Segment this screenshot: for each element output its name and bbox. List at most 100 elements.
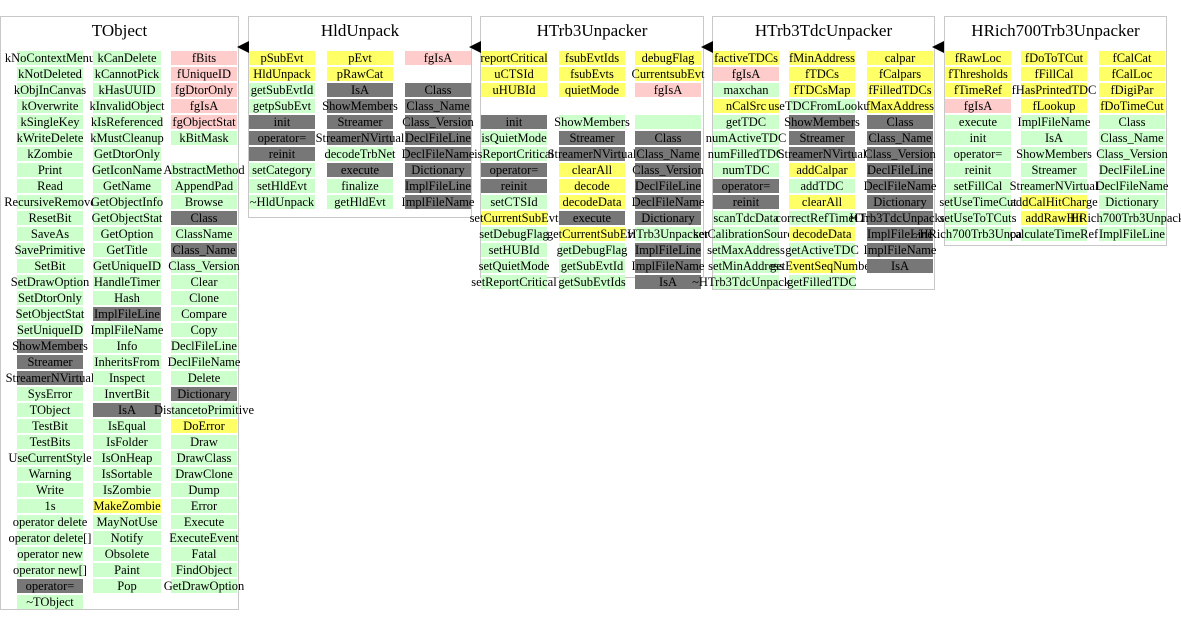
member-cell: TObject (17, 403, 83, 417)
member-cell (481, 99, 547, 113)
member-cell: SaveAs (17, 227, 83, 241)
member-cell: Class_Name (867, 131, 933, 145)
member-cell: InheritsFrom (93, 355, 161, 369)
member-cell: execute (327, 163, 393, 177)
member-cell: setMinAddress (708, 259, 784, 273)
member-cell: Fatal (171, 547, 237, 561)
member-cell: SetDrawOption (10, 275, 90, 289)
member-cell: InvertBit (93, 387, 161, 401)
member-cell: ImplFileLine (405, 179, 471, 193)
member-cell: scanTdcData (713, 211, 779, 225)
member-cell: GetOption (93, 227, 161, 241)
member-cell: DeclFileLine (867, 163, 933, 177)
member-cell: ShowMembers (12, 339, 88, 353)
member-cell: DeclFileName (401, 147, 475, 161)
member-cell: fgIsA (945, 99, 1011, 113)
member-cell: addRawHit (1021, 211, 1087, 225)
member-cell: Print (17, 163, 83, 177)
class-box-tobject: TObject kNoContextMenu kNotDeleted kObjInC… (0, 16, 254, 610)
member-cell: ShowMembers (322, 99, 398, 113)
member-cell: Streamer (327, 115, 393, 129)
member-cell: IsA (635, 275, 701, 289)
member-cell: calculateTimeRef (1009, 227, 1099, 241)
inheritance-arrow-icon (469, 41, 481, 53)
member-cell: operator= (481, 163, 547, 177)
member-cell: SetBit (17, 259, 83, 273)
member-cell: Class_Version (402, 115, 474, 129)
member-cell: kInvalidObject (89, 99, 165, 113)
member-cell: fsubEvts (559, 67, 625, 81)
member-cell: addCalpar (789, 163, 855, 177)
member-cell: ImplFileName (863, 243, 937, 257)
member-cell: Streamer (559, 131, 625, 145)
member-cell (405, 67, 471, 81)
member-cell: DeclFileLine (405, 131, 471, 145)
member-cell: 1s (17, 499, 83, 513)
member-cell: ShowMembers (1016, 147, 1092, 161)
member-cell: fFilledTDCs (867, 83, 933, 97)
member-cell: ImplFileLine (1099, 227, 1165, 241)
member-cell: StreamerNVirtual (777, 147, 867, 161)
member-cell: Copy (171, 323, 237, 337)
member-cell: HRich700Trb3Unpacker (1070, 211, 1181, 225)
member-cell (635, 115, 701, 129)
member-cell: IsEqual (93, 419, 161, 433)
member-cell: numTDC (713, 163, 779, 177)
member-cell: StreamerNVirtual (315, 131, 405, 145)
member-cell: fDigiPar (1099, 83, 1165, 97)
member-cell: fDoTimeCut (1099, 99, 1165, 113)
member-cell: setReportCritical (471, 275, 557, 289)
member-cell: fTDCsMap (789, 83, 855, 97)
member-cell: Draw (171, 435, 237, 449)
member-cell: Obsolete (93, 547, 161, 561)
member-cell: Class (867, 115, 933, 129)
member-cell: StreamerNVirtual (547, 147, 637, 161)
member-cell: DeclFileName (167, 355, 241, 369)
member-cell: isQuietMode (481, 131, 547, 145)
member-cell: Write (17, 483, 83, 497)
member-cell: MayNotUse (93, 515, 161, 529)
member-cell: fBits (171, 51, 237, 65)
member-cell (635, 99, 701, 113)
member-cell (559, 99, 625, 113)
member-cell: GetDrawOption (163, 579, 245, 593)
member-cell: getpSubEvt (249, 99, 315, 113)
member-cell: DeclFileLine (635, 179, 701, 193)
member-cell: GetObjectStat (91, 211, 163, 225)
member-cell: Pop (93, 579, 161, 593)
member-cell: IsZombie (93, 483, 161, 497)
member-cell: pEvt (327, 51, 393, 65)
member-cell: getEventSeqNumber (769, 259, 875, 273)
member-cell: nCalSrc (713, 99, 779, 113)
member-cell: Class_Version (168, 259, 240, 273)
member-cell: DistancetoPrimitive (154, 403, 254, 417)
member-cell: Streamer (789, 131, 855, 145)
member-cell: kIsReferenced (90, 115, 164, 129)
member-cell: TestBits (17, 435, 83, 449)
member-cell: fgIsA (171, 99, 237, 113)
member-cell: GetIconName (91, 163, 163, 177)
member-cell: Clone (171, 291, 237, 305)
member-cell: Class_Version (864, 147, 936, 161)
member-cell: FindObject (171, 563, 237, 577)
inheritance-arrow-icon (701, 41, 713, 53)
member-cell: getSubEvtId (559, 259, 625, 273)
member-cell: Class (405, 83, 471, 97)
member-cell: operator= (249, 131, 315, 145)
member-cell: setMaxAddress (707, 243, 785, 257)
member-cell: getCurrentSubEvt (546, 227, 638, 241)
member-cell: uCTSId (481, 67, 547, 81)
member-cell: HTrb3Unpacker (627, 227, 709, 241)
member-cell: UseCurrentStyle (8, 451, 92, 465)
member-cell: fThresholds (945, 67, 1011, 81)
member-cell: fgIsA (635, 83, 701, 97)
member-cell: ImplFileLine (93, 307, 161, 321)
member-cell: MakeZombie (93, 499, 161, 513)
member-cell: getDebugFlag (556, 243, 628, 257)
member-cell: Dictionary (1099, 195, 1165, 209)
member-cell: GetUniqueID (92, 259, 162, 273)
member-cell: SetDtorOnly (17, 291, 83, 305)
member-cell: fLookup (1021, 99, 1087, 113)
member-cell: operator= (17, 579, 83, 593)
member-cell: IsA (867, 259, 933, 273)
